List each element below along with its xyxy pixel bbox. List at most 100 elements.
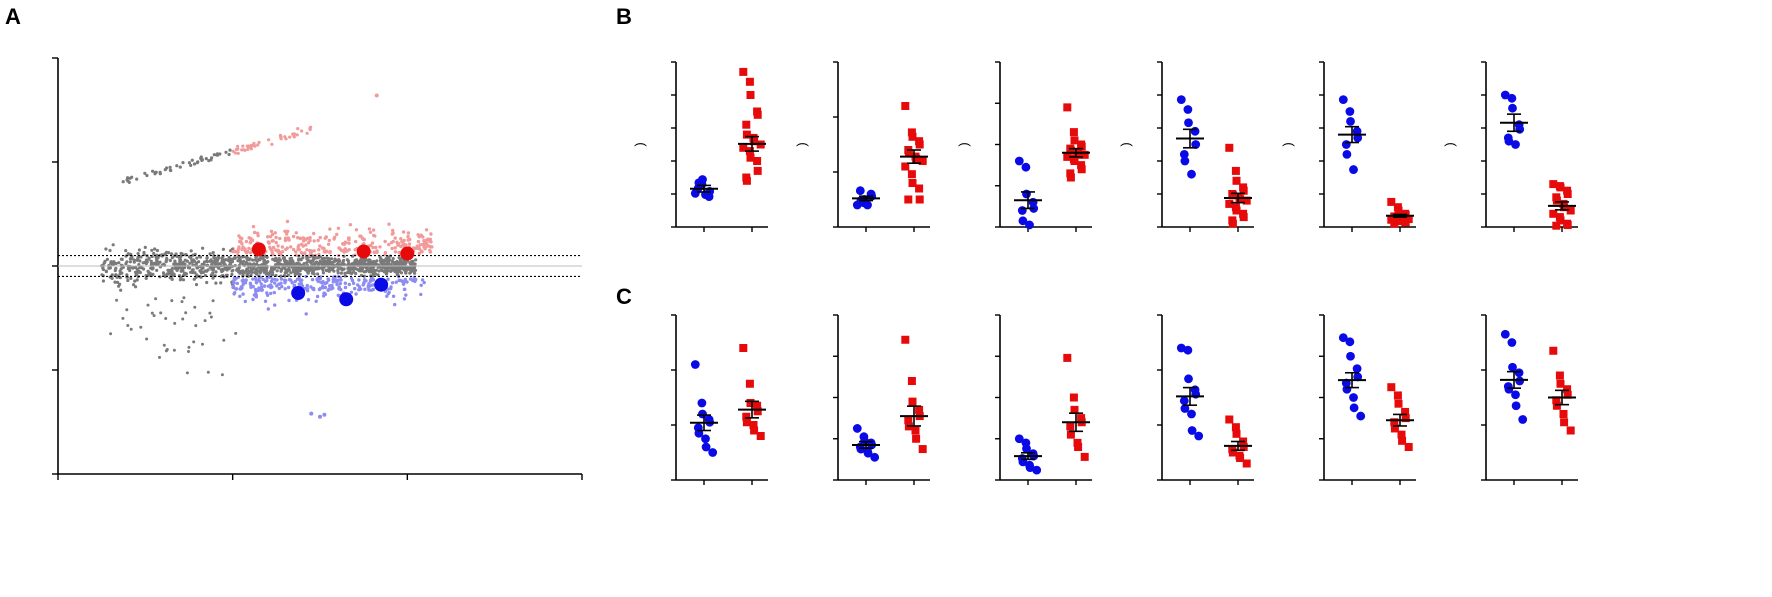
tad-point-8 (1236, 454, 1245, 462)
ma-point-438 (135, 278, 139, 282)
tad-point-8 (1560, 418, 1569, 427)
ma-point-1151 (101, 266, 105, 270)
ma-point-1372 (397, 250, 401, 255)
ma-point-1580 (386, 277, 390, 281)
ctrl-point-3 (1352, 126, 1362, 136)
tad-point-3 (753, 401, 762, 410)
ctrl-point-1 (1183, 105, 1193, 114)
ma-point-46 (170, 266, 174, 271)
tad-point-2 (1232, 176, 1241, 185)
tad-point-0 (1225, 415, 1234, 424)
ma-point-1418 (306, 241, 311, 245)
ma-point-1343 (429, 240, 433, 244)
tad-point-7 (749, 421, 758, 429)
ma-point-1754 (212, 153, 216, 157)
ma-point-1052 (359, 266, 364, 270)
ma-point-1408 (338, 247, 342, 251)
series-tad (738, 67, 766, 185)
ma-point-1120 (330, 263, 334, 267)
ctrl-point-7 (1511, 390, 1520, 400)
ma-point-1685 (386, 292, 390, 296)
ma-point-889 (231, 268, 235, 272)
tad-point-2 (746, 91, 755, 99)
ma-point-1070 (316, 262, 320, 266)
ma-point-1668 (422, 280, 426, 285)
ma-point-1248 (285, 219, 290, 224)
ma-point-1350 (291, 247, 296, 252)
ctrl-point-0 (1014, 434, 1024, 444)
tad-point-14 (915, 195, 924, 204)
ma-point-209 (321, 271, 325, 275)
ma-point-1135 (155, 257, 159, 261)
ma-point-1374 (393, 246, 397, 250)
ma-point-1336 (251, 224, 256, 229)
ma-point-984 (371, 272, 375, 276)
ma-point-1390 (236, 247, 241, 251)
ma-point-1800 (158, 355, 161, 359)
ma-point-1205 (416, 239, 421, 244)
ma-point-1103 (169, 270, 173, 274)
series-ctrl (1176, 343, 1204, 441)
tad-point-7 (1073, 438, 1082, 447)
ma-point-1625 (266, 284, 271, 288)
ma-point-1016 (292, 269, 296, 273)
ma-point-968 (132, 260, 136, 264)
ma-point-1806 (165, 348, 169, 351)
tad-point-10 (739, 143, 748, 152)
ma-point-492 (322, 256, 326, 260)
series-ctrl (1176, 95, 1204, 179)
ma-point-1440 (322, 246, 326, 251)
ma-point-820 (390, 259, 394, 263)
ma-point-1533 (420, 278, 425, 282)
ma-point-945 (203, 269, 207, 273)
ma-point-1692 (231, 149, 235, 153)
ma-point-1632 (369, 288, 373, 292)
tad-point-1 (1069, 393, 1078, 402)
ma-point-1528 (259, 285, 264, 289)
ma-point-824 (316, 272, 320, 276)
ma-point-591 (128, 268, 132, 273)
ma-point-839 (339, 271, 343, 275)
ctrl-point-4 (1353, 372, 1363, 382)
tad-point-11 (907, 170, 916, 179)
ma-point-1686 (243, 299, 247, 304)
ma-point-20 (155, 248, 159, 253)
ma-point-1568 (277, 286, 281, 291)
ctrl-point-4 (1515, 376, 1525, 386)
ma-point-1092 (144, 258, 148, 262)
ma-point-1141 (362, 260, 366, 264)
ma-point-1102 (289, 271, 293, 275)
ma-point-861 (148, 271, 152, 275)
ma-point-1733 (295, 133, 299, 137)
ma-point-1077 (390, 267, 394, 271)
ma-point-1463 (405, 280, 409, 284)
ma-point-1736 (270, 142, 274, 146)
ma-point-1790 (203, 319, 207, 323)
ma-point-1379 (370, 241, 375, 245)
ctrl-point-2 (1184, 374, 1193, 384)
ma-point-116 (194, 283, 199, 287)
ma-point-1323 (393, 250, 398, 254)
ma-point-782 (181, 269, 185, 273)
ma-point-1025 (371, 265, 375, 270)
ma-point-1114 (277, 257, 281, 261)
ma-point-1098 (133, 265, 138, 270)
ma-point-1425 (414, 246, 418, 250)
series-ctrl (1500, 329, 1528, 424)
ma-point-1761 (241, 144, 245, 148)
ma-point-1361 (424, 228, 429, 232)
ma-point-1599 (419, 292, 423, 297)
ma-point-1385 (304, 243, 308, 247)
ma-point-675 (143, 245, 147, 249)
ma-point-907 (230, 272, 234, 277)
ma-point-1741 (153, 172, 157, 176)
ma-point-1400 (249, 239, 253, 244)
ctrl-point-2 (1184, 118, 1193, 128)
ma-point-1579 (338, 281, 342, 286)
ma-point-1564 (306, 298, 311, 302)
ma-point-1320 (401, 230, 406, 234)
ma-point-1687 (399, 278, 403, 283)
ma-point-1682 (389, 286, 393, 291)
ma-point-49 (144, 276, 148, 280)
tad-point-10 (1549, 209, 1558, 218)
